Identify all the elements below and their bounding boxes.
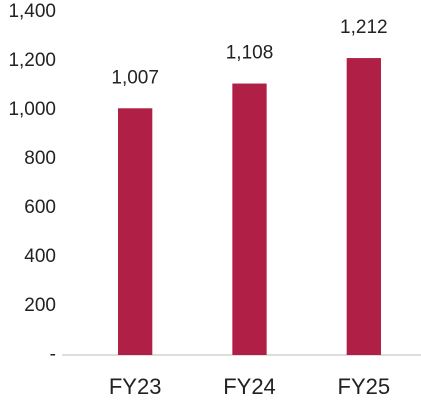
y-tick-label: - bbox=[50, 344, 56, 365]
y-tick-label: 200 bbox=[24, 295, 56, 316]
bar bbox=[346, 58, 381, 356]
y-tick-label: 1,200 bbox=[8, 50, 56, 71]
value-label: 1,007 bbox=[111, 67, 159, 88]
y-tick-label: 400 bbox=[24, 246, 56, 267]
value-label: 1,212 bbox=[340, 17, 388, 38]
y-tick-label: 1,400 bbox=[8, 1, 56, 22]
value-label: 1,108 bbox=[226, 43, 274, 64]
x-tick-label: FY23 bbox=[109, 374, 162, 399]
y-tick-label: 1,000 bbox=[8, 99, 56, 120]
y-tick-label: 600 bbox=[24, 197, 56, 218]
x-tick-label: FY24 bbox=[223, 374, 276, 399]
bar bbox=[118, 108, 153, 355]
y-tick-label: 800 bbox=[24, 148, 56, 169]
bar bbox=[232, 83, 267, 355]
x-tick-label: FY25 bbox=[338, 374, 391, 399]
